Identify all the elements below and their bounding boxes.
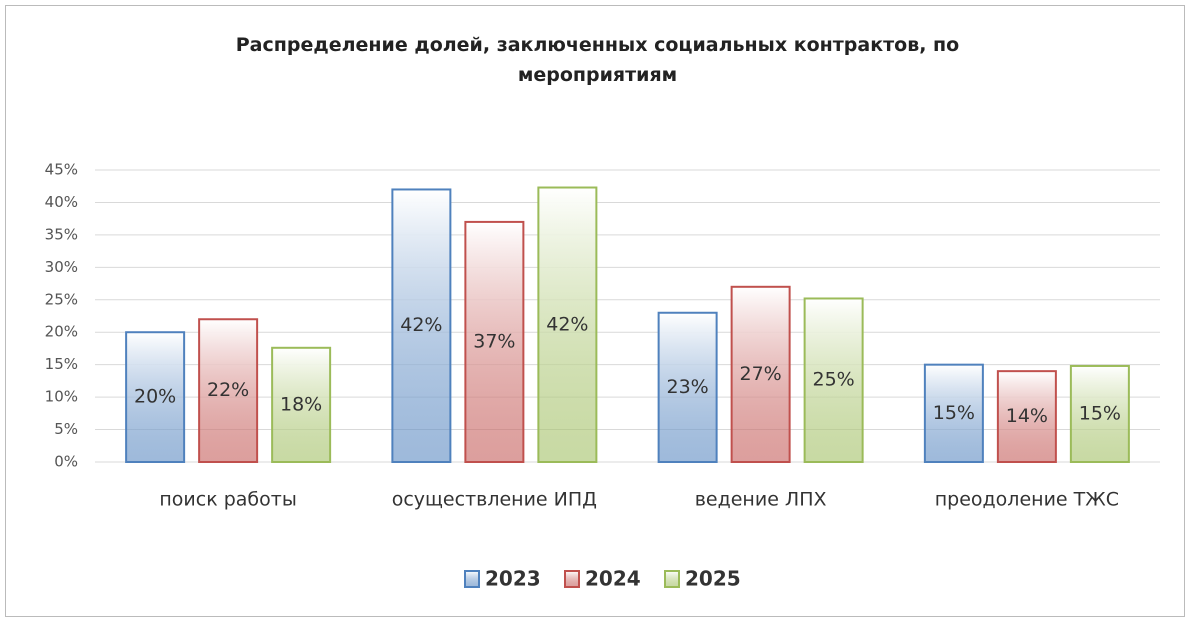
bar: [996, 370, 1057, 463]
value-label: 18%: [280, 393, 322, 415]
legend-label: 2023: [485, 567, 541, 591]
value-label: 15%: [933, 402, 975, 424]
x-tick-label: преодоление ТЖС: [935, 489, 1119, 511]
legend-label: 2025: [685, 567, 741, 591]
value-label: 22%: [207, 379, 249, 401]
chart-frame: [5, 5, 1185, 617]
bar: [803, 297, 864, 464]
y-tick-label: 0%: [54, 453, 78, 471]
x-tick-label: ведение ЛПХ: [695, 489, 827, 511]
y-tick-label: 40%: [45, 193, 78, 211]
value-label: 14%: [1006, 405, 1048, 427]
value-label: 42%: [546, 313, 588, 335]
legend-swatch: [664, 570, 680, 588]
bar: [464, 220, 525, 463]
value-label: 23%: [667, 376, 709, 398]
bar: [1069, 364, 1130, 463]
bar: [271, 346, 332, 464]
value-label: 25%: [813, 369, 855, 391]
value-label: 20%: [134, 386, 176, 408]
y-tick-label: 35%: [45, 225, 78, 243]
x-tick-label: осуществление ИПД: [392, 489, 597, 511]
bar: [198, 318, 259, 463]
y-tick-label: 45%: [45, 161, 78, 179]
legend-label: 2024: [585, 567, 641, 591]
x-tick-label: поиск работы: [159, 489, 296, 511]
y-tick-label: 25%: [45, 290, 78, 308]
value-label: 37%: [473, 330, 515, 352]
y-tick-label: 20%: [45, 323, 78, 341]
value-label: 15%: [1079, 402, 1121, 424]
bar: [537, 186, 598, 464]
bar: [391, 188, 452, 463]
value-label: 42%: [400, 314, 442, 336]
bar: [730, 285, 791, 463]
chart-title: Распределение долей, заключенных социаль…: [235, 34, 960, 86]
value-label: 27%: [740, 363, 782, 385]
bar: [125, 331, 186, 463]
y-tick-label: 30%: [45, 258, 78, 276]
legend-swatch: [564, 570, 580, 588]
y-tick-label: 5%: [54, 420, 78, 438]
legend-swatch: [464, 570, 480, 588]
y-tick-label: 15%: [45, 355, 78, 373]
y-tick-label: 10%: [45, 388, 78, 406]
bar: [923, 363, 984, 463]
bar: [657, 311, 718, 463]
